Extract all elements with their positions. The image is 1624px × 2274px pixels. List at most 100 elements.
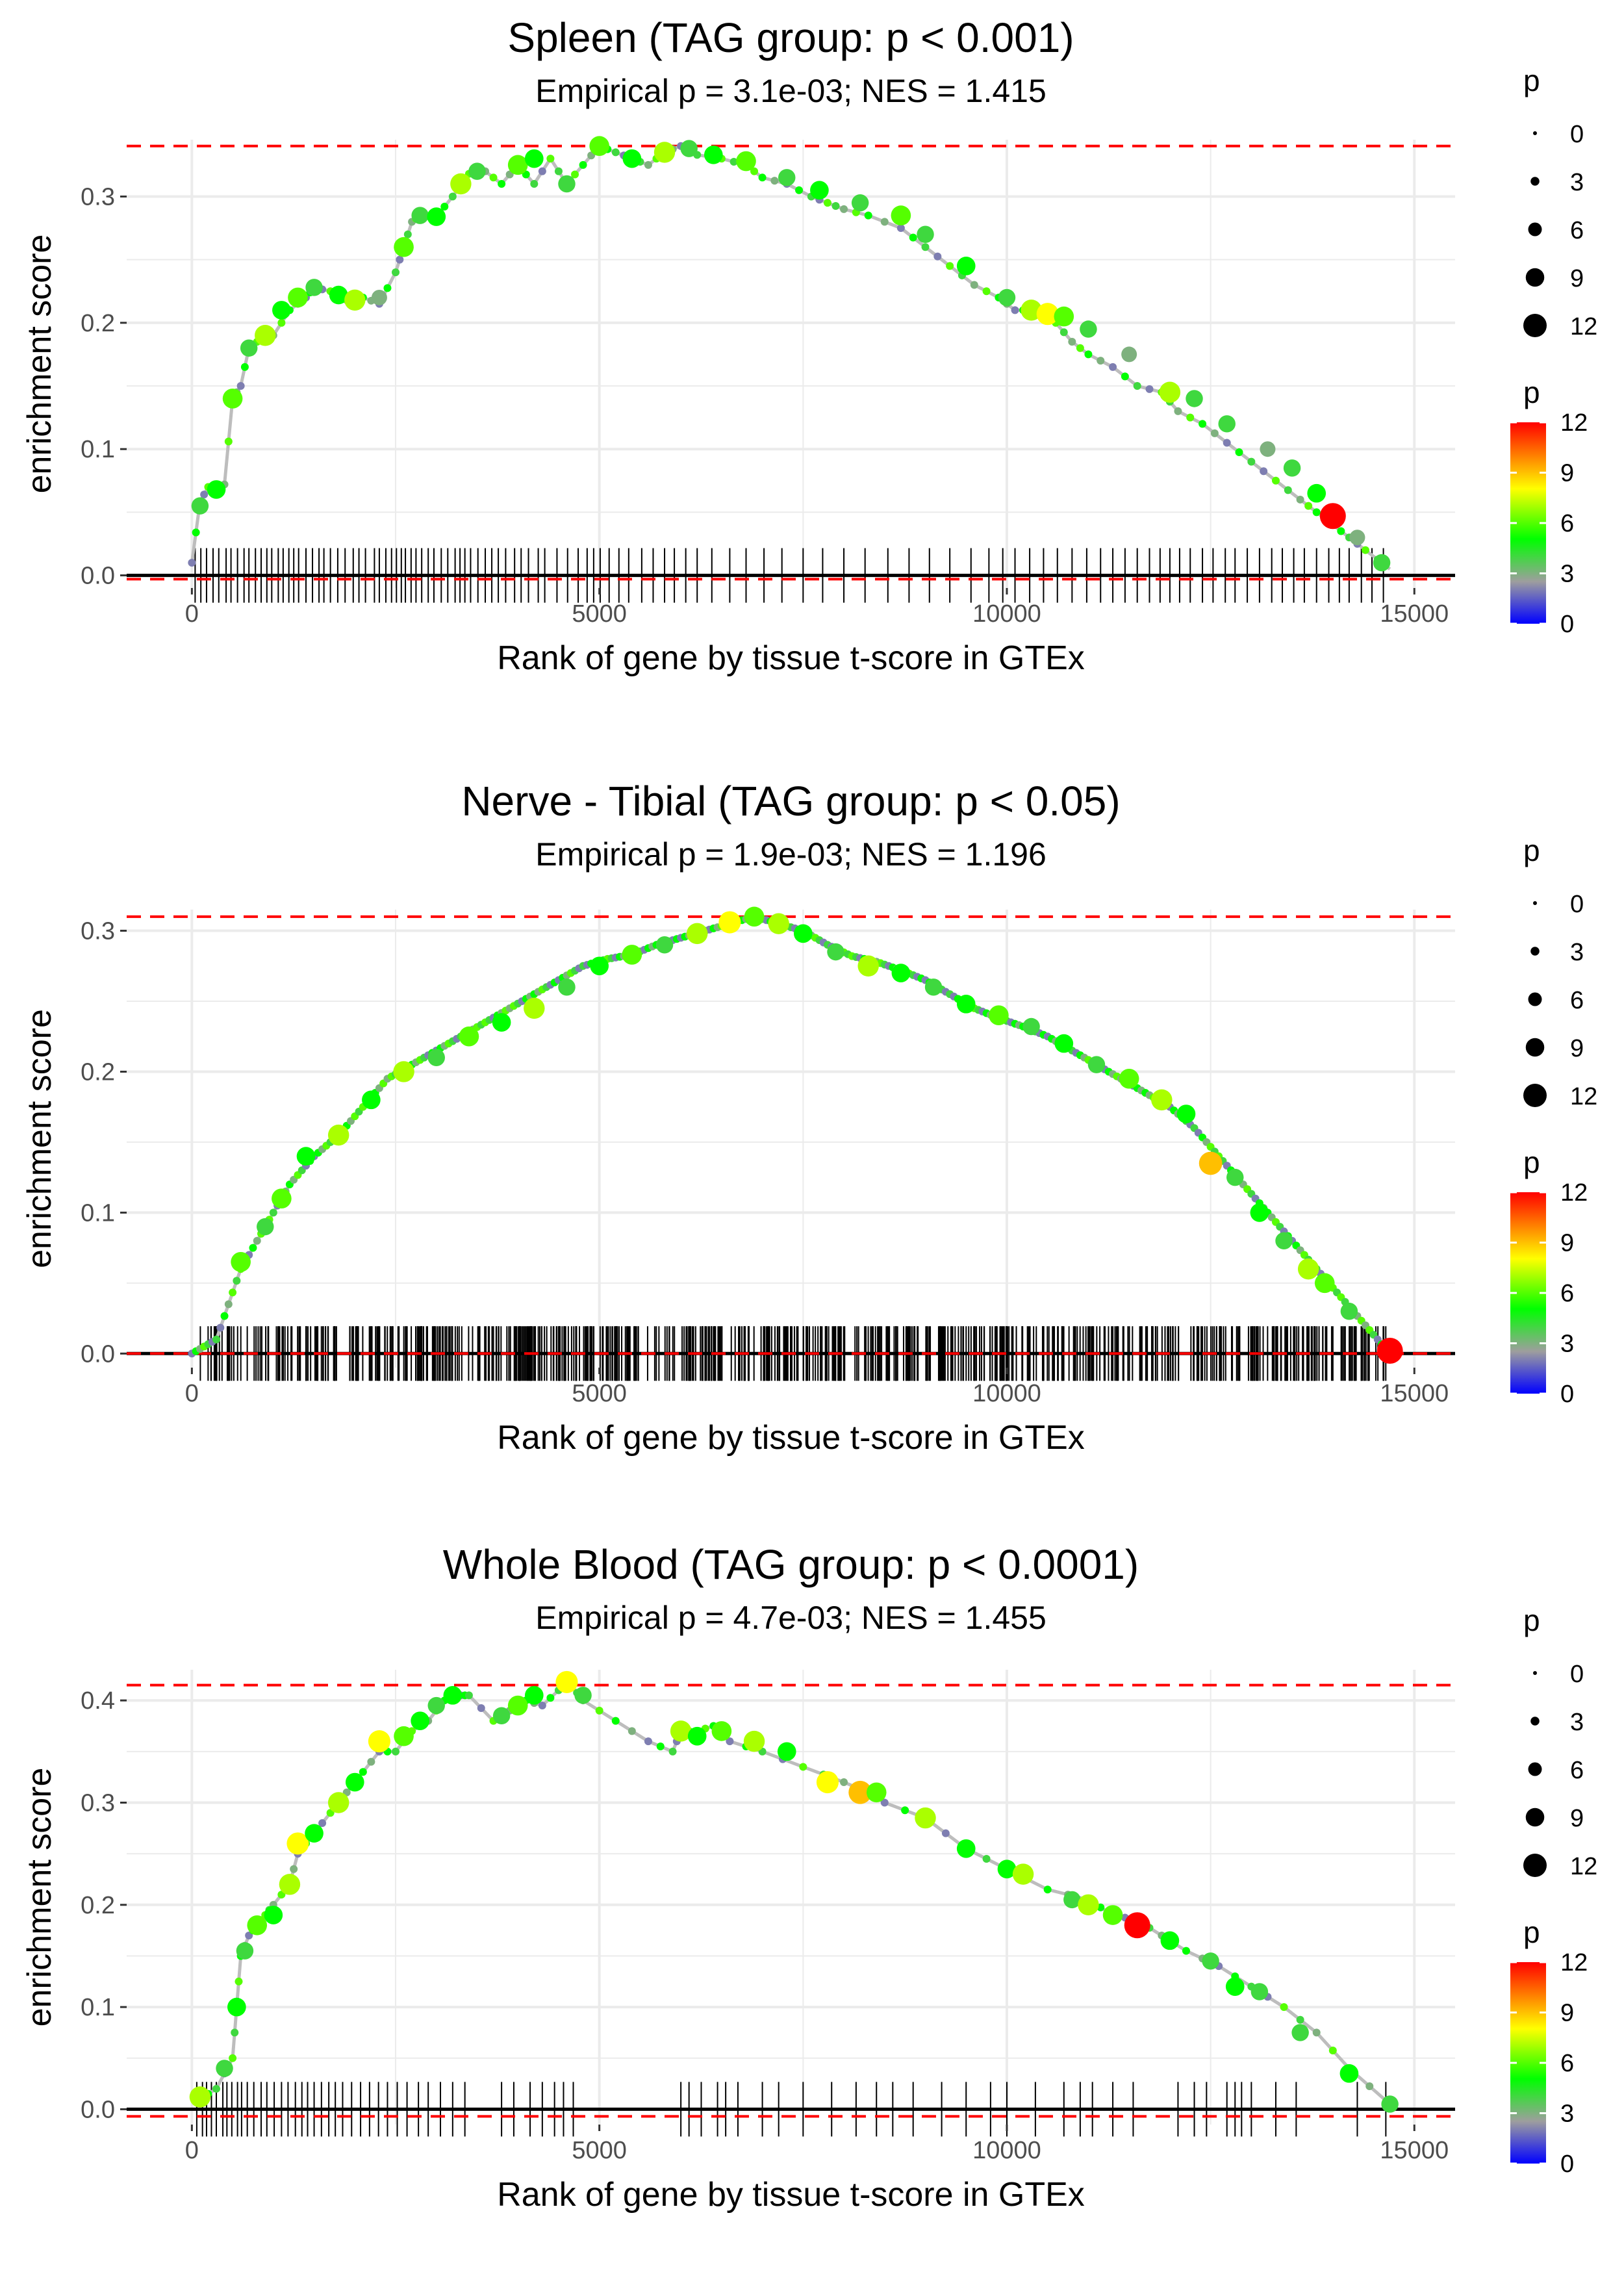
curve-marker <box>571 170 579 179</box>
gene-point <box>507 155 528 175</box>
color-legend-title: p <box>1523 376 1540 409</box>
curve-marker <box>1186 413 1195 422</box>
size-legend-label: 6 <box>1570 1757 1584 1784</box>
gene-point <box>1218 415 1236 433</box>
size-legend-label: 6 <box>1570 987 1584 1014</box>
size-legend-key <box>1523 1084 1547 1107</box>
curve-markers <box>188 142 1382 567</box>
gene-point <box>653 142 676 163</box>
gene-point <box>1102 1905 1123 1925</box>
gene-point <box>286 1832 309 1855</box>
gene-point <box>305 1824 324 1843</box>
gene-point <box>891 205 911 225</box>
gene-point <box>1307 483 1326 503</box>
curve-marker <box>538 167 546 175</box>
curve-marker <box>253 1236 261 1245</box>
curve-marker <box>1109 363 1117 371</box>
x-axis-title: Rank of gene by tissue t-score in GTEx <box>497 639 1085 677</box>
curve-marker <box>489 173 498 182</box>
size-legend-label: 6 <box>1570 217 1584 244</box>
gene-point <box>1121 346 1137 363</box>
size-legend-key <box>1533 901 1537 905</box>
gene-point <box>1377 1337 1403 1364</box>
size-legend-label: 12 <box>1570 1853 1597 1880</box>
gene-point <box>743 1730 765 1752</box>
gene-point <box>1151 1089 1173 1111</box>
size-legend-key <box>1530 177 1540 186</box>
size-legend-label: 9 <box>1570 265 1584 292</box>
colorbar-label: 9 <box>1560 460 1574 487</box>
gene-point <box>492 1707 511 1725</box>
gene-point <box>1022 1017 1040 1036</box>
gene-point <box>1160 1931 1180 1950</box>
curve-marker <box>880 1798 889 1807</box>
size-legend-label: 12 <box>1570 1083 1597 1110</box>
x-tick-label: 10000 <box>972 1380 1041 1407</box>
gene-point <box>427 1696 445 1715</box>
gene-point <box>1260 441 1276 457</box>
gene-point <box>362 1090 381 1110</box>
legend: p 0 3 6 9 12 p 12 9 6 3 0 <box>1510 1603 1597 2178</box>
gene-point <box>1063 1891 1081 1909</box>
curve-marker <box>840 205 848 213</box>
gene-point <box>1283 459 1301 477</box>
gene-point <box>272 1188 292 1209</box>
curve-marker <box>1199 420 1207 428</box>
curve-marker <box>200 491 209 499</box>
y-tick-label: 0.0 <box>81 563 115 590</box>
gene-point <box>998 288 1016 307</box>
curve-marker <box>269 1208 277 1217</box>
curve-marker <box>656 1742 665 1750</box>
curve-marker <box>1068 337 1076 346</box>
curve-marker <box>224 437 233 446</box>
gene-point <box>1340 1302 1358 1320</box>
size-legend-label: 3 <box>1570 169 1584 196</box>
curve-marker <box>546 1694 555 1702</box>
gene-point <box>1199 1151 1223 1175</box>
size-legend-key <box>1530 1717 1540 1726</box>
gene-point <box>345 1772 364 1792</box>
y-axis-title: enrichment score <box>21 1009 58 1268</box>
curve-marker <box>579 160 587 169</box>
gene-point <box>857 955 879 977</box>
gene-point <box>744 906 765 927</box>
colorbar-label: 12 <box>1560 1949 1588 1976</box>
curve-marker <box>554 167 563 175</box>
curve-marker <box>1210 429 1219 437</box>
color-legend-title: p <box>1523 1145 1540 1179</box>
gene-point <box>524 997 545 1019</box>
gene-point <box>1319 503 1346 530</box>
size-legend-label: 3 <box>1570 1709 1584 1736</box>
gene-point <box>1176 1105 1196 1123</box>
gene-point <box>956 257 976 275</box>
colorbar-label: 0 <box>1560 611 1574 638</box>
curve-marker <box>726 1737 734 1746</box>
size-legend-label: 0 <box>1570 121 1584 148</box>
gene-points <box>231 906 1403 1364</box>
gridlines <box>127 910 1455 1368</box>
size-legend-label: 12 <box>1570 313 1597 340</box>
x-tick-label: 15000 <box>1380 1380 1449 1407</box>
gene-point <box>264 1906 283 1924</box>
curve-marker <box>864 211 872 220</box>
size-legend-key <box>1528 992 1542 1006</box>
curve-marker <box>611 1717 620 1725</box>
curve-marker <box>941 1829 950 1837</box>
gene-point <box>411 207 429 224</box>
size-legend-key <box>1525 1808 1545 1827</box>
size-legend-key <box>1530 947 1540 956</box>
gene-point <box>305 279 323 296</box>
gene-point <box>327 1792 349 1813</box>
curve-marker <box>668 1747 677 1756</box>
curve-marker <box>1076 344 1084 352</box>
curve-marker <box>799 1763 807 1771</box>
gridlines <box>127 1670 1455 2125</box>
gene-point <box>704 145 723 164</box>
curve-marker <box>192 528 200 537</box>
colorbar-label: 6 <box>1560 510 1574 537</box>
size-legend-title: p <box>1523 834 1540 867</box>
y-tick-label: 0.0 <box>81 1340 115 1368</box>
curve-marker <box>1296 495 1304 504</box>
